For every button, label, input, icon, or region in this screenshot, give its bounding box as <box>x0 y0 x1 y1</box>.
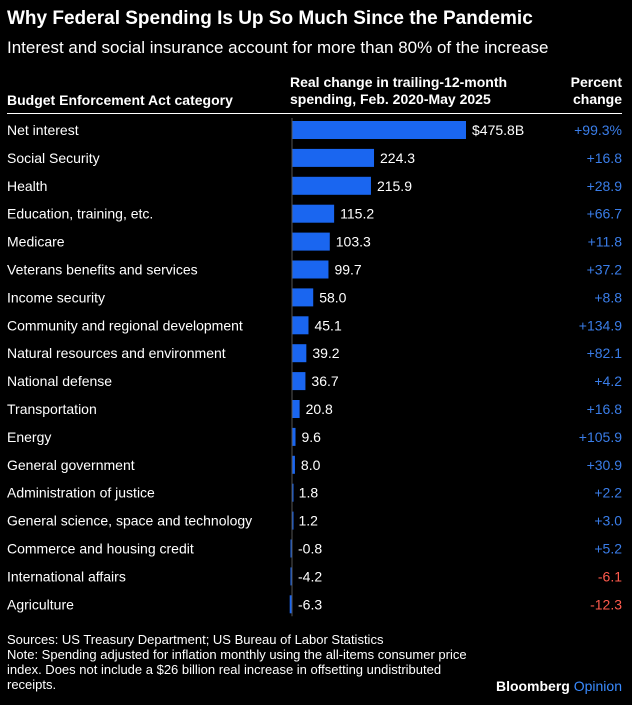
percent-label: +11.8 <box>588 234 623 250</box>
brand-logo: Bloomberg Opinion <box>496 678 622 694</box>
category-label: Income security <box>7 289 105 305</box>
value-label: 39.2 <box>312 345 339 361</box>
percent-label: -12.3 <box>590 596 622 612</box>
percent-label: +2.2 <box>594 485 622 501</box>
value-label: $475.8B <box>472 122 524 138</box>
bar <box>292 483 294 502</box>
category-label: Veterans benefits and services <box>7 262 198 278</box>
value-label: 224.3 <box>380 150 415 166</box>
bar <box>292 400 300 418</box>
value-label: 20.8 <box>306 401 333 417</box>
bar <box>292 176 371 195</box>
percent-label: +16.8 <box>587 401 623 417</box>
category-column-header: Budget Enforcement Act category <box>7 92 233 108</box>
bar <box>292 344 307 363</box>
category-label: National defense <box>7 373 112 389</box>
category-label: Energy <box>7 429 51 445</box>
bar <box>292 232 330 251</box>
bar <box>292 260 329 279</box>
percent-label: +105.9 <box>579 429 622 445</box>
category-label: Education, training, etc. <box>7 206 153 222</box>
value-label: -4.2 <box>298 568 322 584</box>
percent-label: +37.2 <box>587 262 623 278</box>
percent-label: +30.9 <box>587 457 623 473</box>
bar <box>292 427 296 446</box>
percent-label: +8.8 <box>594 289 622 305</box>
bar <box>292 316 309 335</box>
percent-label: +28.9 <box>587 178 623 194</box>
value-label: 103.3 <box>336 234 371 250</box>
percent-label: +99.3% <box>574 122 622 138</box>
bar <box>292 455 295 474</box>
value-label: 45.1 <box>314 317 341 333</box>
value-column-header: Real change in trailing-12-month spendin… <box>290 74 508 107</box>
percent-label: +82.1 <box>587 345 623 361</box>
bar <box>289 595 292 614</box>
chart-subtitle: Interest and social insurance account fo… <box>7 38 549 57</box>
sources-text: Sources: US Treasury Department; US Bure… <box>7 632 384 647</box>
value-label: -0.8 <box>298 541 322 557</box>
category-label: Agriculture <box>7 596 74 612</box>
bar <box>292 511 294 530</box>
value-label: 9.6 <box>302 429 322 445</box>
bar <box>292 121 466 139</box>
category-label: Net interest <box>7 122 79 138</box>
category-label: General government <box>7 457 135 473</box>
value-label: 215.9 <box>377 178 412 194</box>
value-label: -6.3 <box>298 596 322 612</box>
category-label: Commerce and housing credit <box>7 541 194 557</box>
percent-label: +4.2 <box>594 373 622 389</box>
category-label: Natural resources and environment <box>7 345 226 361</box>
brand-section: Opinion <box>573 678 622 694</box>
category-label: Medicare <box>7 234 65 250</box>
percent-label: +5.2 <box>594 541 622 557</box>
category-label: Transportation <box>7 401 97 417</box>
percent-label: +16.8 <box>587 150 623 166</box>
category-label: Community and regional development <box>7 317 243 333</box>
brand-name: Bloomberg <box>495 678 570 694</box>
percent-label: +3.0 <box>594 513 622 529</box>
bar <box>292 288 314 307</box>
value-label: 58.0 <box>319 289 346 305</box>
bar-chart: Net interest $475.8B +99.3% Social Security… <box>7 118 623 617</box>
value-label: 8.0 <box>301 457 321 473</box>
bar <box>292 372 306 391</box>
category-label: Social Security <box>7 150 100 166</box>
bar <box>292 148 375 167</box>
percent-label: +66.7 <box>587 206 623 222</box>
bar <box>292 204 335 223</box>
category-label: Administration of justice <box>7 485 155 501</box>
value-label: 99.7 <box>334 262 361 278</box>
value-label: 1.2 <box>298 513 318 529</box>
bar <box>290 567 292 586</box>
percent-column-header: Percent change <box>570 74 622 107</box>
value-label: 36.7 <box>311 373 338 389</box>
category-label: General science, space and technology <box>7 513 252 529</box>
category-label: International affairs <box>7 568 126 584</box>
chart-title: Why Federal Spending Is Up So Much Since… <box>7 8 533 29</box>
category-label: Health <box>7 178 47 194</box>
chart-footer: Sources: US Treasury Department; US Bure… <box>7 632 467 692</box>
note-text: Note: Spending adjusted for inflation mo… <box>7 647 467 692</box>
value-label: 115.2 <box>340 206 374 222</box>
bar <box>290 539 292 558</box>
value-label: 1.8 <box>299 485 319 501</box>
percent-label: -6.1 <box>598 568 622 584</box>
percent-label: +134.9 <box>579 317 622 333</box>
header-divider <box>7 113 622 114</box>
